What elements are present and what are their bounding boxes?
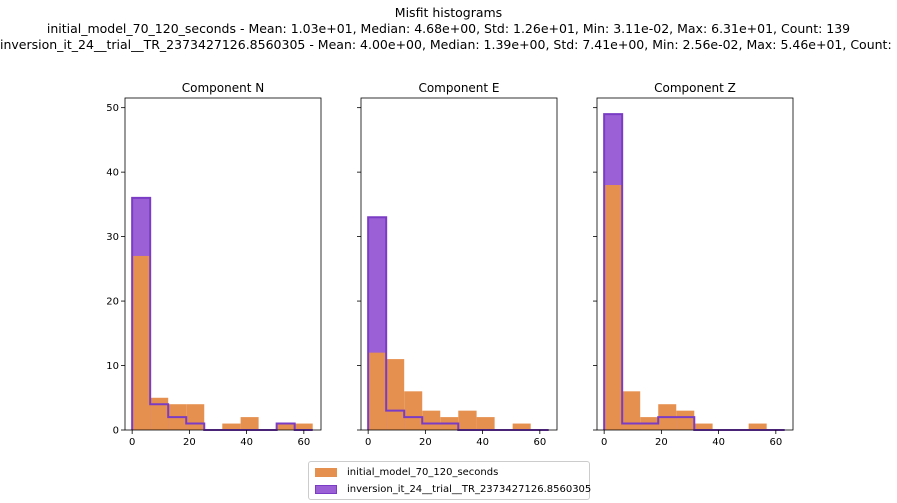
initial-model-bar <box>186 404 205 430</box>
y-tick-label: 10 <box>106 361 119 372</box>
initial-model-bar <box>386 359 405 430</box>
figure-title: Misfit histograms <box>394 5 503 20</box>
y-tick-label: 50 <box>106 103 119 114</box>
initial-model-bar <box>222 423 241 430</box>
legend-label-initial-model: initial_model_70_120_seconds <box>347 466 499 478</box>
x-tick-label: 60 <box>769 437 782 448</box>
initial-model-bar <box>748 423 767 430</box>
inversion-step-line <box>131 196 313 431</box>
initial-model-bar <box>458 410 477 430</box>
legend-swatch-initial-model <box>315 467 337 477</box>
legend: initial_model_70_120_seconds inversion_i… <box>308 461 591 500</box>
initial-model-bar <box>132 255 151 430</box>
panel-title: Component E <box>418 81 499 95</box>
initial-model-bar <box>676 410 695 430</box>
x-tick-label: 20 <box>183 437 196 448</box>
initial-model-bar <box>368 352 387 430</box>
panel-3: 0 20 40 60 Component Z <box>593 81 794 448</box>
initial-model-bar <box>694 423 713 430</box>
figure-subtitle-inversion: inversion_it_24__trial__TR_2373427126.85… <box>0 37 897 52</box>
axes-frame <box>596 97 794 431</box>
initial-model-bar <box>276 423 295 430</box>
x-tick-label: 20 <box>655 437 668 448</box>
y-tick-label: 30 <box>106 232 119 243</box>
y-tick-label: 20 <box>106 297 119 308</box>
panel-title: Component Z <box>654 81 736 95</box>
initial-model-bar <box>404 391 423 430</box>
x-tick-label: 0 <box>365 437 371 448</box>
x-tick-label: 40 <box>712 437 725 448</box>
initial-model-bar <box>422 410 441 430</box>
legend-item-inversion: inversion_it_24__trial__TR_2373427126.85… <box>315 482 591 496</box>
figure-subtitle-initial-model: initial_model_70_120_seconds - Mean: 1.0… <box>46 21 851 36</box>
legend-item-initial-model: initial_model_70_120_seconds <box>315 465 498 479</box>
x-tick-label: 40 <box>240 437 253 448</box>
y-tick-label: 40 <box>106 168 119 179</box>
initial-model-bar <box>240 417 259 430</box>
initial-model-bar <box>476 417 495 430</box>
legend-swatch-inversion <box>315 484 337 494</box>
y-tick-label: 0 <box>113 426 119 437</box>
x-tick-label: 60 <box>533 437 546 448</box>
panel-title: Component N <box>182 81 264 95</box>
legend-label-inversion: inversion_it_24__trial__TR_2373427126.85… <box>347 483 592 495</box>
initial-model-bar <box>622 391 641 430</box>
initial-model-bar <box>150 397 169 430</box>
panel-1: 0 20 40 60 0 10 20 30 40 50 Component N <box>106 81 322 448</box>
x-tick-label: 20 <box>419 437 432 448</box>
axes-frame <box>360 97 558 431</box>
x-tick-label: 40 <box>476 437 489 448</box>
x-tick-label: 0 <box>129 437 135 448</box>
initial-model-bar <box>512 423 531 430</box>
initial-model-bar <box>294 423 313 430</box>
initial-model-bar <box>604 185 623 430</box>
x-tick-label: 60 <box>297 437 310 448</box>
x-tick-label: 0 <box>601 437 607 448</box>
panel-2: 0 20 40 60 Component E <box>357 81 558 448</box>
axes-frame <box>124 97 322 431</box>
inversion-step-line <box>603 113 785 431</box>
